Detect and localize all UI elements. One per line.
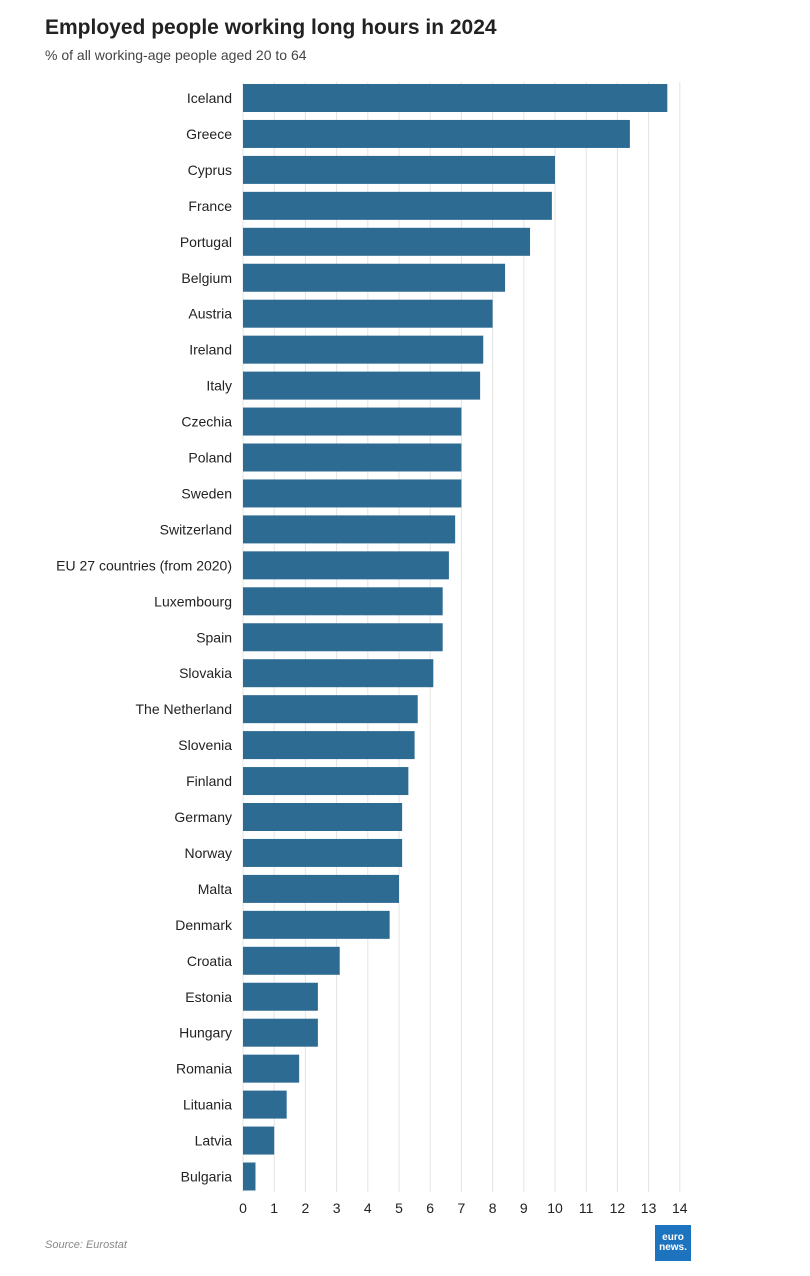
bar-iceland	[243, 84, 668, 112]
category-label: Lituania	[183, 1097, 232, 1113]
x-tick-label: 5	[395, 1200, 403, 1216]
bar-poland	[243, 443, 462, 472]
category-label: Austria	[188, 306, 232, 322]
bar-cyprus	[243, 155, 555, 184]
bar-lituania	[243, 1090, 287, 1119]
bar-sweden	[243, 479, 462, 508]
bar-slovakia	[243, 659, 434, 688]
x-tick-label: 3	[333, 1200, 341, 1216]
bar-denmark	[243, 910, 390, 939]
category-label: Slovakia	[179, 665, 232, 681]
category-label: Italy	[206, 378, 232, 394]
bar-belgium	[243, 263, 506, 292]
category-label: Portugal	[180, 234, 232, 250]
bar-slovenia	[243, 731, 415, 760]
chart-title: Employed people working long hours in 20…	[45, 16, 497, 39]
category-label: EU 27 countries (from 2020)	[56, 557, 232, 573]
category-label: Romania	[176, 1061, 232, 1077]
category-label: Germany	[174, 809, 232, 825]
x-tick-label: 2	[302, 1200, 310, 1216]
category-label: Poland	[188, 450, 232, 466]
bar-austria	[243, 299, 493, 328]
category-label: Sweden	[181, 485, 232, 501]
x-tick-label: 10	[547, 1200, 563, 1216]
category-label: Luxembourg	[154, 593, 232, 609]
bar-romania	[243, 1054, 300, 1083]
x-tick-label: 0	[239, 1200, 247, 1216]
logo-line-1: euro	[662, 1232, 684, 1243]
source-note: Source: Eurostat	[45, 1239, 127, 1251]
category-label: Denmark	[175, 917, 233, 933]
bar-croatia	[243, 946, 340, 975]
category-label: The Netherland	[135, 701, 232, 717]
chart-subtitle: % of all working-age people aged 20 to 6…	[45, 47, 307, 63]
x-tick-label: 9	[520, 1200, 528, 1216]
bar-eu-27-countries-from-2020-	[243, 551, 449, 580]
bar-spain	[243, 623, 443, 652]
bar-ireland	[243, 335, 484, 364]
x-tick-label: 8	[489, 1200, 497, 1216]
category-label: Latvia	[195, 1133, 233, 1149]
category-label: Switzerland	[160, 521, 232, 537]
bar-malta	[243, 874, 399, 903]
x-tick-label: 1	[270, 1200, 278, 1216]
bar-latvia	[243, 1126, 275, 1155]
bar-finland	[243, 767, 409, 796]
category-label: Slovenia	[178, 737, 232, 753]
category-label: Croatia	[187, 953, 232, 969]
x-tick-label: 4	[364, 1200, 372, 1216]
category-label: Norway	[185, 845, 232, 861]
logo-line-2: news.	[659, 1242, 687, 1253]
bar-bulgaria	[243, 1162, 256, 1191]
bar-the-netherland	[243, 695, 418, 724]
category-label: Czechia	[181, 414, 232, 430]
bar-greece	[243, 119, 630, 148]
euronews-logo: euro news.	[655, 1225, 691, 1261]
x-tick-label: 14	[672, 1200, 688, 1216]
bar-czechia	[243, 407, 462, 436]
x-tick-label: 13	[641, 1200, 657, 1216]
bar-portugal	[243, 227, 531, 256]
bar-switzerland	[243, 515, 456, 544]
category-label: Ireland	[189, 342, 232, 358]
category-label: Finland	[186, 773, 232, 789]
bar-estonia	[243, 982, 318, 1011]
x-tick-label: 12	[610, 1200, 626, 1216]
bar-france	[243, 191, 552, 220]
category-label: Greece	[186, 126, 232, 142]
category-label: Spain	[196, 629, 232, 645]
x-tick-label: 7	[458, 1200, 466, 1216]
category-label: Iceland	[187, 90, 232, 106]
category-label: Bulgaria	[181, 1169, 233, 1185]
category-label: Cyprus	[188, 162, 232, 178]
bar-germany	[243, 803, 403, 831]
category-label: France	[188, 198, 232, 214]
category-label: Malta	[198, 881, 232, 897]
x-tick-label: 6	[426, 1200, 434, 1216]
category-label: Estonia	[185, 989, 232, 1005]
x-tick-label: 11	[579, 1200, 594, 1216]
bar-hungary	[243, 1018, 318, 1047]
bar-norway	[243, 838, 403, 867]
category-label: Hungary	[179, 1025, 232, 1041]
bar-italy	[243, 371, 481, 400]
category-label: Belgium	[181, 270, 232, 286]
bar-luxembourg	[243, 587, 443, 616]
